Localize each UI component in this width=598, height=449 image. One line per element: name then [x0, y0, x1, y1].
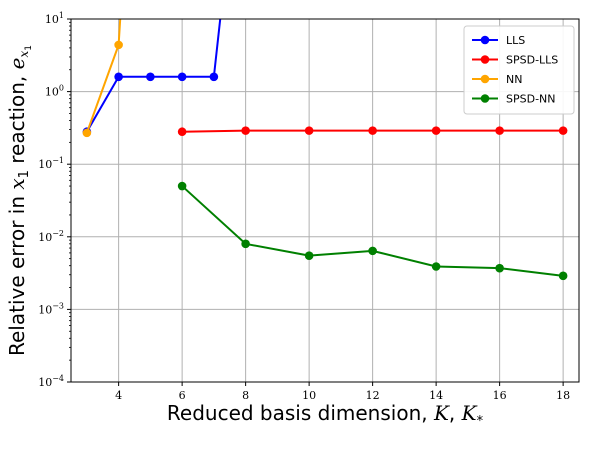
y-tick-label: 10−2 [38, 229, 64, 244]
x-tick-label: 10 [302, 389, 316, 402]
y-tick-label: 10−1 [38, 156, 64, 171]
legend: LLS SPSD-LLS NN SPSD-NN [463, 25, 575, 115]
legend-marker-lls [480, 35, 490, 45]
data-point-spsd-nn [495, 263, 504, 273]
data-point-spsd-lls [241, 126, 250, 135]
data-point-lls [114, 72, 123, 82]
data-point-spsd-nn [177, 181, 187, 191]
legend-label-spsd-lls: SPSD-LLS [506, 54, 558, 67]
y-tick-label: 101 [45, 11, 64, 26]
data-point-spsd-nn [368, 246, 377, 256]
series-line-lls [86, 19, 222, 133]
legend-label-lls: LLS [506, 34, 525, 47]
data-point-spsd-lls [368, 126, 377, 135]
x-axis-title: Reduced basis dimension, K, K* [167, 401, 484, 429]
data-point-lls [209, 72, 219, 82]
legend-box [463, 25, 575, 115]
data-point-spsd-lls [304, 126, 314, 135]
plot-frame [70, 18, 580, 383]
y-tick-label: 10−4 [38, 374, 64, 389]
x-tick-label: 18 [556, 389, 570, 402]
legend-marker-spsd-lls [480, 55, 490, 64]
series-lls [82, 19, 222, 137]
series-nn [82, 19, 123, 138]
data-point-nn [82, 128, 92, 138]
data-point-spsd-nn [241, 239, 250, 249]
series-spsd-lls [177, 126, 568, 137]
data-point-lls [146, 72, 155, 82]
x-tick-label: 4 [115, 389, 122, 402]
data-point-nn [114, 40, 123, 50]
y-tick-label: 10−3 [38, 301, 64, 316]
data-point-spsd-lls [431, 126, 441, 135]
x-tick-label: 16 [493, 389, 507, 402]
data-point-lls [177, 72, 187, 82]
x-tick-label: 12 [366, 389, 380, 402]
legend-label-spsd-nn: SPSD-NN [506, 93, 556, 106]
data-point-spsd-nn [431, 262, 441, 271]
legend-marker-spsd-nn [480, 94, 490, 103]
series-spsd-nn [177, 181, 568, 281]
data-point-spsd-nn [558, 271, 568, 281]
data-point-spsd-nn [304, 251, 314, 260]
y-tick-label: 100 [45, 84, 64, 99]
y-axis-title: Relative error in x1 reaction, ex1 [5, 45, 34, 356]
data-point-spsd-lls [495, 126, 504, 135]
axis-ticks: 4 6 8 10 12 14 16 18 10−4 10−3 10−2 10−1 100 101 [38, 11, 570, 402]
x-tick-label: 14 [429, 389, 443, 402]
legend-marker-nn [480, 74, 490, 84]
legend-label-nn: NN [506, 73, 522, 86]
series-layer [82, 19, 568, 281]
x-tick-label: 6 [179, 389, 186, 402]
data-point-spsd-lls [177, 127, 187, 137]
data-point-spsd-lls [558, 126, 568, 135]
x-tick-label: 8 [242, 389, 249, 402]
